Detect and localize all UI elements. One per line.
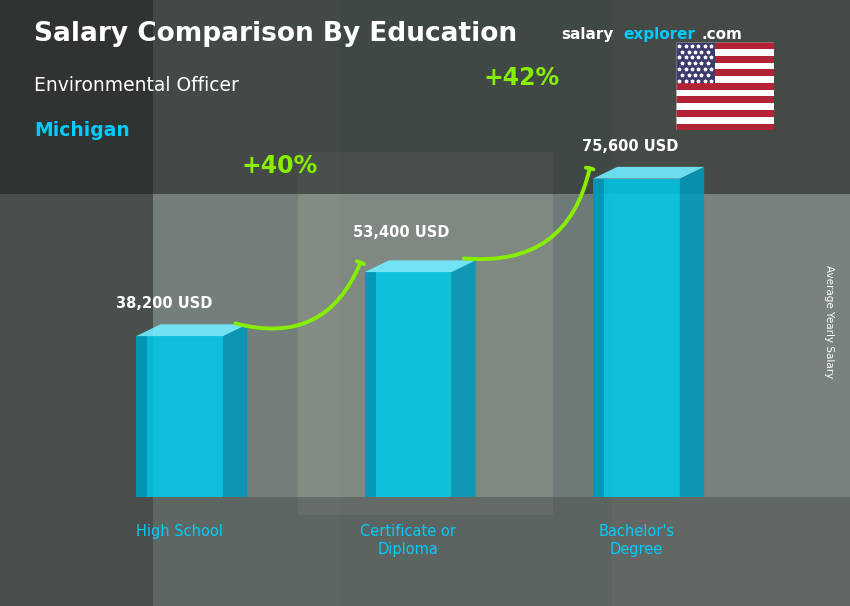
Polygon shape: [365, 272, 451, 497]
Polygon shape: [451, 261, 476, 497]
Bar: [676, 124, 774, 130]
Bar: [676, 56, 774, 62]
Polygon shape: [136, 336, 147, 497]
Text: +40%: +40%: [241, 154, 317, 178]
Bar: [0, 0, 850, 194]
Bar: [676, 83, 774, 90]
Text: High School: High School: [136, 524, 223, 539]
Bar: [676, 49, 774, 56]
Text: Average Yearly Salary: Average Yearly Salary: [824, 265, 834, 378]
Bar: [676, 96, 774, 103]
Bar: [0, 0, 153, 606]
Text: .com: .com: [701, 27, 742, 42]
Polygon shape: [593, 167, 704, 179]
Text: explorer: explorer: [623, 27, 695, 42]
Polygon shape: [136, 324, 247, 336]
Polygon shape: [593, 179, 604, 497]
Bar: [0, 497, 850, 606]
Bar: [676, 103, 774, 110]
Polygon shape: [680, 167, 704, 497]
Bar: [676, 76, 774, 83]
Text: 53,400 USD: 53,400 USD: [354, 225, 450, 240]
Bar: [676, 62, 774, 70]
Bar: [612, 0, 850, 606]
Text: Michigan: Michigan: [34, 121, 130, 140]
Polygon shape: [136, 336, 223, 497]
Polygon shape: [593, 179, 680, 497]
Text: 38,200 USD: 38,200 USD: [116, 296, 212, 311]
Polygon shape: [365, 261, 476, 272]
Bar: [676, 42, 715, 83]
Polygon shape: [223, 324, 247, 497]
Text: +42%: +42%: [484, 65, 559, 90]
Bar: [676, 42, 774, 49]
Bar: [676, 70, 774, 76]
Text: Environmental Officer: Environmental Officer: [34, 76, 239, 95]
Bar: [153, 0, 340, 606]
Text: 75,600 USD: 75,600 USD: [581, 139, 678, 154]
Text: Salary Comparison By Education: Salary Comparison By Education: [34, 21, 517, 47]
Text: Certificate or
Diploma: Certificate or Diploma: [360, 524, 456, 557]
Bar: [676, 110, 774, 117]
Text: salary: salary: [561, 27, 614, 42]
Bar: [676, 90, 774, 96]
Bar: [676, 117, 774, 124]
Text: Bachelor's
Degree: Bachelor's Degree: [598, 524, 675, 557]
Polygon shape: [365, 272, 376, 497]
Bar: [298, 152, 552, 515]
